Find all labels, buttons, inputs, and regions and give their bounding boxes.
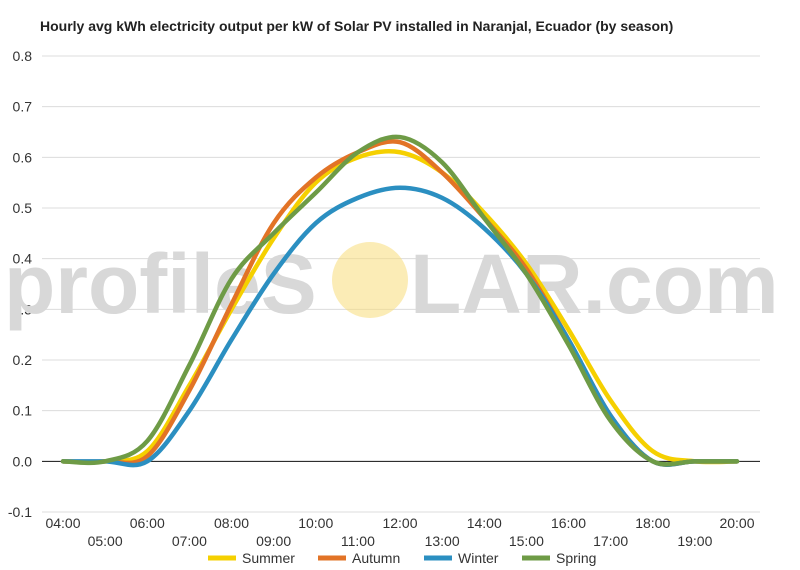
x-tick-label: 12:00 bbox=[382, 515, 417, 531]
x-tick-label: 20:00 bbox=[719, 515, 754, 531]
y-tick-label: 0.3 bbox=[13, 301, 33, 317]
y-tick-label: 0.4 bbox=[13, 251, 33, 267]
x-tick-label: 18:00 bbox=[635, 515, 670, 531]
x-tick-label: 11:00 bbox=[341, 533, 375, 549]
x-tick-label: 06:00 bbox=[130, 515, 165, 531]
legend-label-winter: Winter bbox=[458, 550, 499, 566]
chart-title: Hourly avg kWh electricity output per kW… bbox=[40, 18, 674, 34]
y-tick-label: 0.2 bbox=[13, 352, 33, 368]
y-tick-label: 0.0 bbox=[13, 453, 33, 469]
x-tick-label: 04:00 bbox=[45, 515, 80, 531]
legend-label-autumn: Autumn bbox=[352, 550, 400, 566]
x-tick-label: 15:00 bbox=[509, 533, 544, 549]
legend-label-summer: Summer bbox=[242, 550, 295, 566]
x-tick-label: 08:00 bbox=[214, 515, 249, 531]
y-tick-label: 0.8 bbox=[13, 48, 33, 64]
y-tick-label: 0.7 bbox=[13, 99, 33, 115]
x-tick-label: 14:00 bbox=[467, 515, 502, 531]
watermark-text-right: LAR.com bbox=[410, 237, 779, 331]
x-tick-label: 09:00 bbox=[256, 533, 291, 549]
series-line-summer bbox=[60, 149, 740, 465]
y-tick-label: 0.5 bbox=[13, 200, 33, 216]
series-line-winter bbox=[60, 185, 740, 468]
series-line-spring bbox=[60, 134, 740, 467]
x-tick-label: 19:00 bbox=[677, 533, 712, 549]
x-tick-label: 16:00 bbox=[551, 515, 586, 531]
x-tick-label: 10:00 bbox=[298, 515, 333, 531]
x-tick-label: 05:00 bbox=[88, 533, 123, 549]
legend-label-spring: Spring bbox=[556, 550, 596, 566]
x-tick-label: 13:00 bbox=[425, 533, 460, 549]
watermark-text-left: profileS bbox=[4, 237, 317, 331]
x-tick-label: 17:00 bbox=[593, 533, 628, 549]
y-tick-label: 0.6 bbox=[13, 149, 33, 165]
y-tick-label: 0.1 bbox=[13, 403, 33, 419]
y-tick-label: -0.1 bbox=[8, 504, 32, 520]
x-tick-label: 07:00 bbox=[172, 533, 207, 549]
watermark-sun-icon bbox=[332, 242, 408, 318]
